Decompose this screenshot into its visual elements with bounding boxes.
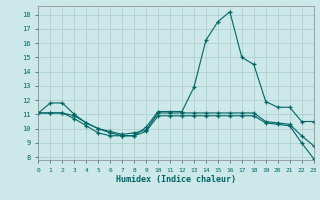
X-axis label: Humidex (Indice chaleur): Humidex (Indice chaleur) <box>116 175 236 184</box>
